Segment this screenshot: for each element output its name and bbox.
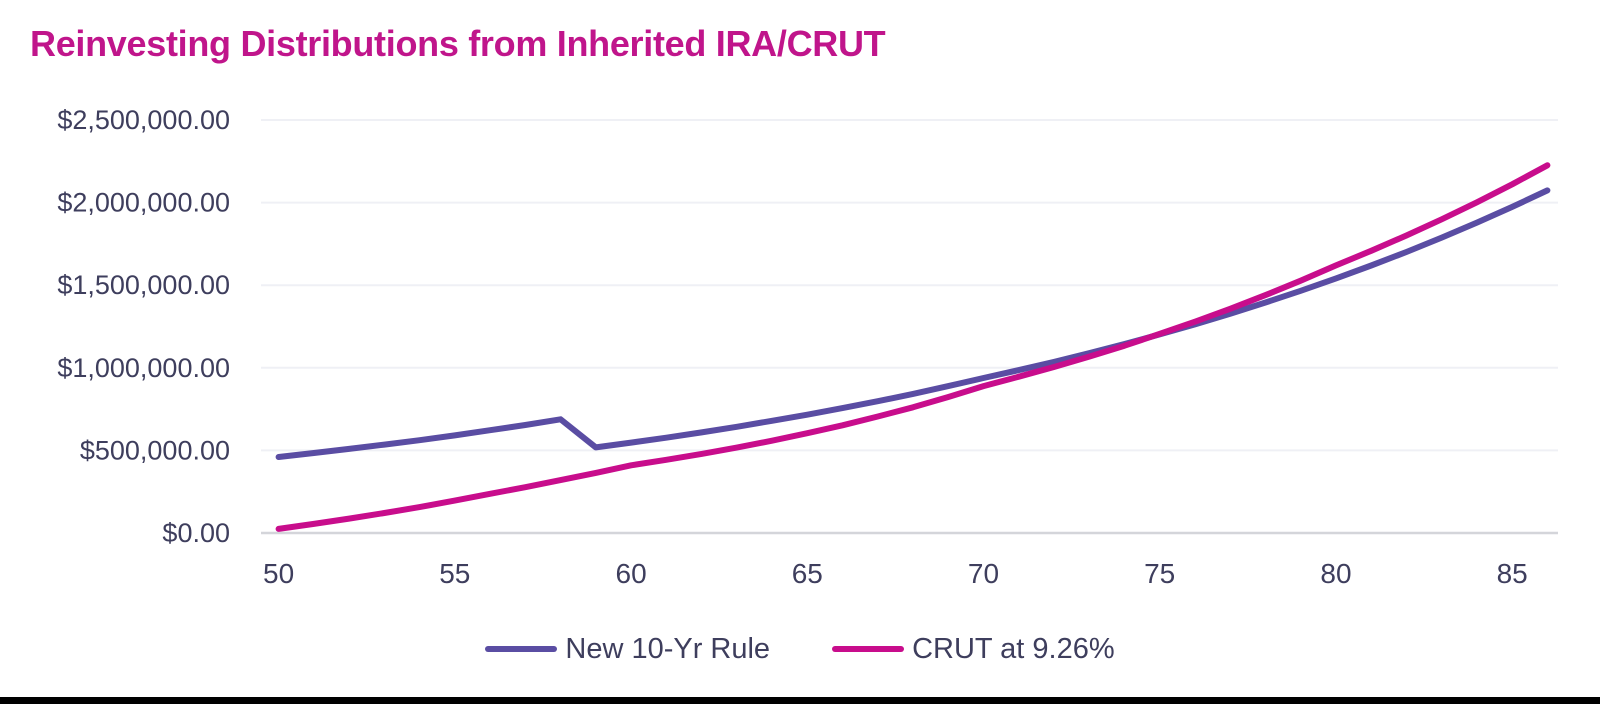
x-axis-tick-label: 50 (263, 558, 294, 589)
legend-swatch-purple (485, 646, 558, 652)
x-axis-tick-label: 75 (1144, 558, 1175, 589)
footer-bar (0, 697, 1600, 704)
y-axis-tick-label: $1,000,000.00 (57, 353, 230, 383)
y-axis-tick-label: $500,000.00 (80, 435, 230, 465)
y-axis-tick-label: $2,500,000.00 (57, 105, 230, 135)
x-axis-tick-label: 55 (439, 558, 470, 589)
legend-label: New 10-Yr Rule (565, 632, 771, 665)
legend-item-new-10-yr-rule: New 10-Yr Rule (485, 633, 770, 666)
legend-item-crut: CRUT at 9.26% (832, 633, 1115, 666)
y-axis-tick-label: $2,000,000.00 (57, 188, 230, 218)
x-axis-tick-label: 65 (792, 558, 823, 589)
series-line-1 (275, 187, 1551, 460)
x-axis-tick-label: 70 (968, 558, 999, 589)
chart-legend: New 10-Yr Rule CRUT at 9.26% (0, 629, 1600, 669)
x-axis-tick-label: 80 (1320, 558, 1351, 589)
y-axis-tick-label: $1,500,000.00 (57, 270, 230, 300)
chart-title: Reinvesting Distributions from Inherited… (30, 23, 886, 64)
legend-swatch-magenta (832, 646, 905, 652)
x-axis-tick-label: 60 (616, 558, 647, 589)
y-axis-tick-label: $0.00 (162, 518, 230, 548)
legend-label: CRUT at 9.26% (912, 632, 1115, 665)
series-line-2 (275, 162, 1551, 532)
x-axis-tick-label: 85 (1497, 558, 1528, 589)
